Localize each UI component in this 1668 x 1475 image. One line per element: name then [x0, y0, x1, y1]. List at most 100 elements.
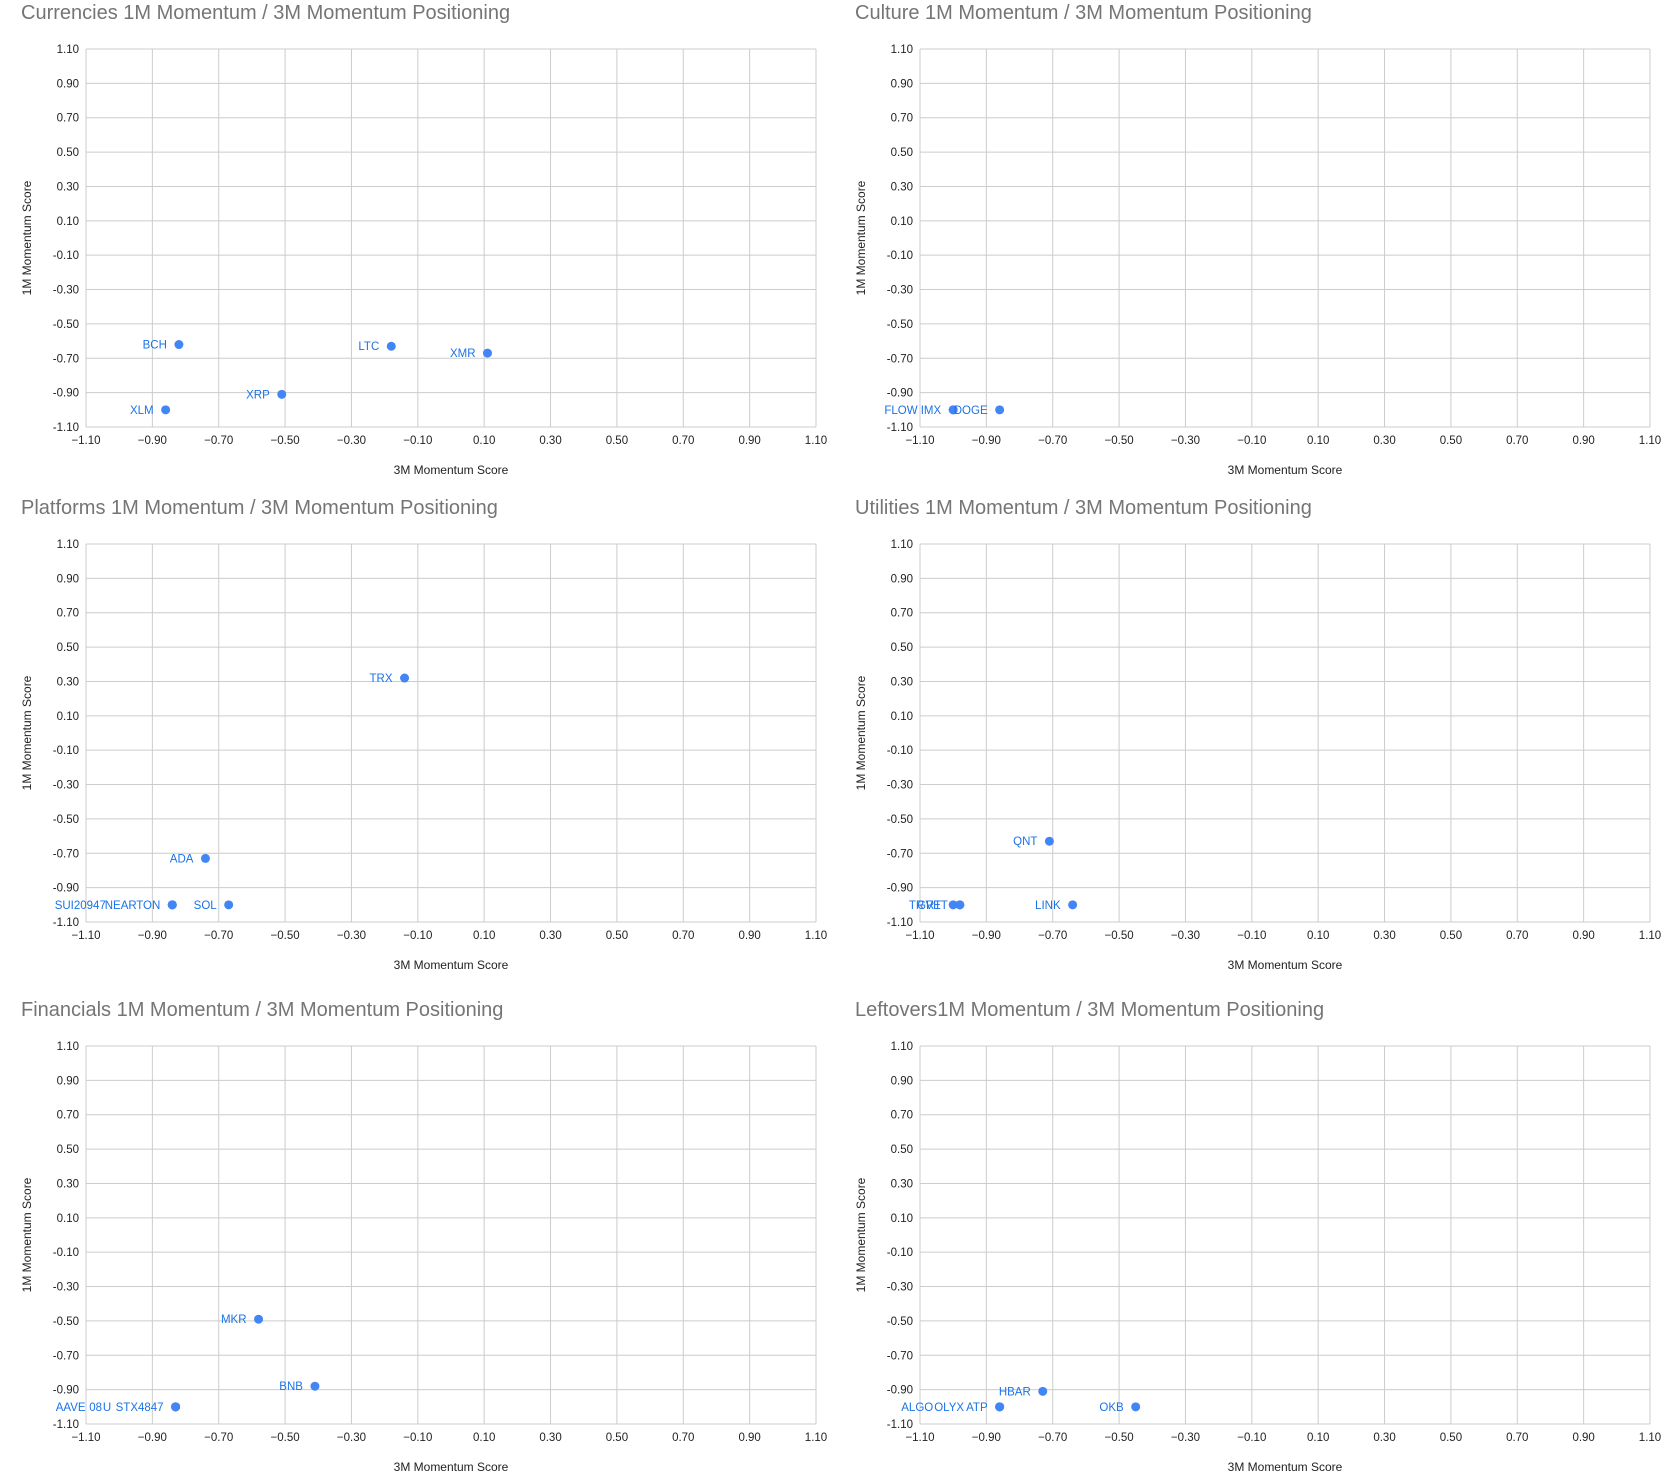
x-tick-label: 1.10	[805, 1432, 827, 1444]
data-point-hbar[interactable]	[1038, 1386, 1048, 1396]
y-tick-label: 0.10	[57, 1213, 79, 1225]
y-tick-label: -1.10	[53, 917, 79, 929]
x-axis-title: 3M Momentum Score	[394, 463, 509, 477]
x-tick-label: −0.90	[972, 1432, 1001, 1444]
x-tick-label: −0.10	[403, 930, 432, 942]
x-tick-label: 0.70	[672, 435, 694, 447]
y-tick-label: 0.50	[891, 1144, 913, 1156]
y-tick-label: 0.30	[891, 1178, 913, 1190]
data-point-algo[interactable]	[995, 1402, 1005, 1412]
x-tick-label: −0.10	[403, 435, 432, 447]
data-point-ada[interactable]	[200, 853, 210, 863]
data-point-xmr[interactable]	[483, 348, 492, 358]
y-tick-label: 1.10	[57, 1041, 79, 1053]
y-tick-label: -0.90	[887, 1385, 913, 1397]
scatter-plot: −1.10 −0.90 −0.70 −0.50 −0.30 −0.10 0.10 0.30 0.…	[854, 44, 1661, 477]
x-tick-label: 0.70	[672, 930, 694, 942]
data-point-doge[interactable]	[995, 405, 1005, 415]
y-tick-label: -0.10	[887, 250, 913, 262]
y-tick-label: -0.50	[53, 814, 79, 826]
data-point-ltc[interactable]	[386, 341, 396, 351]
gridlines	[85, 543, 817, 923]
x-tick-label: 0.10	[473, 435, 495, 447]
y-tick-label: -0.30	[887, 780, 913, 792]
x-tick-label: 0.90	[738, 435, 760, 447]
y-tick-label: -0.70	[887, 353, 913, 365]
x-axis-title: 3M Momentum Score	[394, 1460, 509, 1474]
x-tick-label: 0.50	[1440, 930, 1462, 942]
data-point-bch[interactable]	[174, 340, 184, 350]
y-tick-label: 1.10	[891, 44, 913, 56]
x-tick-label: −0.30	[337, 1432, 366, 1444]
data-label: OKB	[1099, 1402, 1124, 1414]
data-point-sol[interactable]	[224, 900, 234, 910]
data-label: HBAR	[999, 1386, 1031, 1398]
x-tick-label: 0.70	[1506, 1432, 1528, 1444]
scatter-plot: −1.10 −0.90 −0.70 −0.50 −0.30 −0.10 0.10 0.30 0.…	[20, 539, 827, 972]
y-tick-label: 0.90	[57, 78, 79, 90]
y-tick-label: -0.90	[53, 1385, 79, 1397]
x-tick-label: −0.70	[204, 1432, 233, 1444]
gridlines	[85, 48, 817, 428]
x-tick-label: −0.10	[1237, 435, 1266, 447]
data-point-link[interactable]	[1068, 900, 1078, 910]
chart-title: Leftovers1M Momentum / 3M Momentum Posit…	[855, 999, 1325, 1021]
x-axis-title: 3M Momentum Score	[1228, 1460, 1343, 1474]
y-tick-label: 0.70	[57, 608, 79, 620]
x-tick-label: −0.90	[138, 1432, 167, 1444]
scatter-plot: −1.10 −0.90 −0.70 −0.50 −0.30 −0.10 0.10 0.30 0.…	[20, 1041, 827, 1474]
data-point-mkr[interactable]	[254, 1314, 264, 1324]
x-tick-label: −0.90	[138, 930, 167, 942]
y-tick-label: -0.50	[887, 319, 913, 331]
y-tick-label: -0.10	[887, 745, 913, 757]
data-point-grt[interactable]	[948, 900, 958, 910]
data-point-xlm[interactable]	[161, 405, 171, 415]
data-point-xrp[interactable]	[277, 389, 287, 399]
data-label: XMR	[450, 348, 476, 360]
y-tick-label: -0.10	[53, 1247, 79, 1259]
y-axis-title: 1M Momentum Score	[854, 180, 868, 295]
data-point-sui20947[interactable]	[167, 900, 177, 910]
data-label: STX4847	[116, 1402, 164, 1414]
data-point-aave[interactable]	[171, 1402, 181, 1412]
y-tick-label: -1.10	[887, 917, 913, 929]
x-tick-label: 0.90	[1572, 435, 1594, 447]
gridlines	[919, 543, 1651, 923]
x-tick-label: 0.30	[1373, 930, 1395, 942]
data-point-bnb[interactable]	[310, 1381, 320, 1391]
x-tick-label: −0.70	[204, 435, 233, 447]
x-tick-label: 0.50	[1440, 1432, 1462, 1444]
y-tick-label: -0.30	[887, 1282, 913, 1294]
chart-panel-platforms: Platforms 1M Momentum / 3M Momentum Posi…	[0, 495, 834, 985]
scatter-plot: −1.10 −0.90 −0.70 −0.50 −0.30 −0.10 0.10 0.30 0.…	[854, 1041, 1661, 1474]
chart-title: Culture 1M Momentum / 3M Momentum Positi…	[855, 2, 1312, 24]
y-tick-label: -0.50	[887, 814, 913, 826]
y-axis-title: 1M Momentum Score	[20, 180, 34, 295]
data-label: LTC	[358, 341, 379, 353]
data-label: ADA	[170, 853, 194, 865]
data-point-flow[interactable]	[948, 405, 958, 415]
x-tick-label: 0.10	[1307, 1432, 1329, 1444]
y-tick-label: -0.90	[887, 388, 913, 400]
x-tick-label: 0.50	[1440, 435, 1462, 447]
y-tick-label: -1.10	[53, 422, 79, 434]
x-tick-label: 1.10	[1639, 1432, 1661, 1444]
data-point-tr[interactable]	[955, 900, 965, 910]
y-tick-label: -0.70	[53, 353, 79, 365]
data-label: XRP	[246, 389, 270, 401]
y-tick-label: -0.50	[53, 319, 79, 331]
y-tick-label: 0.90	[57, 573, 79, 585]
data-label: FLOW	[884, 405, 917, 417]
x-tick-label: 0.90	[1572, 1432, 1594, 1444]
y-tick-label: -1.10	[53, 1419, 79, 1431]
y-tick-label: -0.50	[53, 1316, 79, 1328]
data-point-qnt[interactable]	[1044, 836, 1054, 846]
data-point-okb[interactable]	[1131, 1402, 1141, 1412]
data-label: VET	[925, 900, 947, 912]
data-label: XLM	[130, 405, 154, 417]
data-point-trx[interactable]	[400, 673, 410, 683]
y-tick-label: 0.70	[891, 608, 913, 620]
y-tick-label: 0.70	[57, 113, 79, 125]
